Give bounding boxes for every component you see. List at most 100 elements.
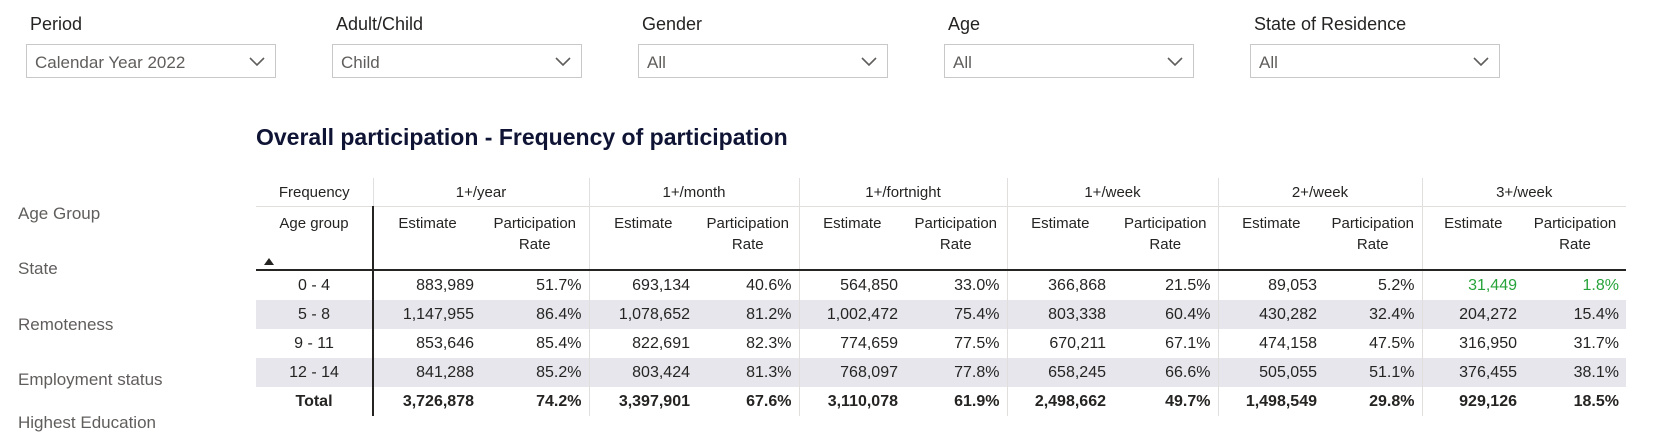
participation-rate-header[interactable]: Participation Rate [1524,206,1626,271]
participation-rate-header[interactable]: Participation Rate [1324,206,1422,271]
table-title: Overall participation - Frequency of par… [256,124,788,150]
estimate-cell: 366,868 [1006,270,1113,300]
sidebar-item-employment-status[interactable]: Employment status [18,370,163,389]
estimate-cell: 474,158 [1217,329,1324,358]
estimate-cell: 505,055 [1217,358,1324,387]
chevron-down-icon [555,57,571,67]
freq-header-2-week: 2+/week [1217,178,1422,207]
freq-header-1-week: 1+/week [1006,178,1218,207]
row-header-age-group: 9 - 11 [256,329,374,358]
filter-label: State of Residence [1254,14,1407,34]
participation-rate-cell: 74.2% [536,392,582,410]
participation-rate-header-line2: Rate [518,236,551,253]
estimate-cell: 1,078,652 [588,300,697,329]
participation-rate-cell: 66.6% [1113,358,1218,387]
participation-rate-header-line1: Participation [1533,215,1617,232]
freq-header-1-month: 1+/month [588,178,799,207]
age-dropdown[interactable]: All [944,44,1194,78]
estimate-cell: 768,097 [798,358,905,387]
estimate-header[interactable]: Estimate [1217,206,1324,271]
dropdown-value: All [647,53,666,72]
participation-rate-cell: 82.3% [746,334,792,352]
filter-adult-child: Adult/Child Child [332,12,582,78]
estimate-cell: 774,659 [798,329,905,358]
participation-rate-cell: 81.2% [697,300,799,329]
freq-header-1-year: 1+/year [372,178,589,207]
estimate-cell: 1,498,549 [1217,387,1324,416]
dropdown-value: All [953,53,972,72]
participation-rate-header[interactable]: Participation Rate [1113,206,1218,271]
filter-label: Gender [642,14,703,34]
chevron-down-icon [1167,57,1183,67]
participation-rate-cell: 15.4% [1524,300,1626,329]
participation-rate-cell: 5.2% [1378,276,1415,294]
table-row: 12 - 14 841,288 85.2% 803,424 81.3% 768,097 77… [256,358,1626,387]
estimate-cell: 693,134 [588,270,697,300]
participation-rate-header-line1: Participation [1123,215,1207,232]
estimate-cell: 929,126 [1421,387,1524,416]
state-of-residence-dropdown[interactable]: All [1250,44,1500,78]
participation-rate-header-line1: Participation [706,215,790,232]
participation-rate-header-line2: Rate [731,236,764,253]
participation-rate-cell: 40.6% [746,276,792,294]
participation-rate-cell: 85.2% [481,358,589,387]
participation-rate-cell: 49.7% [1165,392,1211,410]
age-group-header[interactable]: Age group [256,206,374,271]
period-dropdown[interactable]: Calendar Year 2022 [26,44,276,78]
dropdown-value: Child [341,53,380,72]
estimate-cell: 822,691 [588,329,697,358]
estimate-cell: 3,726,878 [372,387,481,416]
filter-label: Age [948,14,981,34]
participation-rate-cell: 21.5% [1165,276,1211,294]
filter-state-of-residence: State of Residence All [1250,12,1500,78]
sidebar-item-state[interactable]: State [18,259,58,278]
participation-rate-cell: 51.1% [1324,358,1422,387]
participation-rate-header-line2: Rate [1559,236,1591,253]
estimate-header[interactable]: Estimate [1421,206,1524,271]
row-header-age-group: Total [256,387,374,416]
estimate-header[interactable]: Estimate [372,206,481,271]
participation-rate-header[interactable]: Participation Rate [481,206,589,271]
estimate-cell: 658,245 [1006,358,1113,387]
estimate-header[interactable]: Estimate [798,206,905,271]
estimate-header[interactable]: Estimate [588,206,697,271]
participation-rate-cell: 75.4% [905,300,1007,329]
participation-rate-cell: 85.4% [536,334,582,352]
participation-rate-header-line2: Rate [1149,236,1182,253]
filter-period: Period Calendar Year 2022 [26,12,276,78]
sidebar-item-highest-education[interactable]: Highest Education [18,413,156,432]
sidebar-item-remoteness[interactable]: Remoteness [18,315,114,334]
participation-rate-cell: 1.8% [1582,276,1619,294]
participation-rate-cell: 61.9% [954,392,1000,410]
estimate-cell: 316,950 [1421,329,1524,358]
estimate-cell: 204,272 [1421,300,1524,329]
table-row: 5 - 8 1,147,955 86.4% 1,078,652 81.2% 1,002,4… [256,300,1626,329]
total-row: Total 3,726,878 74.2% 3,397,901 67.6% 3,110,0… [256,387,1626,416]
estimate-cell: 376,455 [1421,358,1524,387]
estimate-cell: 3,110,078 [798,387,905,416]
participation-rate-header[interactable]: Participation Rate [697,206,799,271]
participation-rate-cell: 18.5% [1573,392,1619,410]
estimate-cell: 89,053 [1217,270,1324,300]
estimate-cell: 670,211 [1006,329,1113,358]
estimate-cell: 1,147,955 [372,300,481,329]
row-header-age-group: 0 - 4 [256,270,374,300]
estimate-cell: 803,338 [1006,300,1113,329]
participation-rate-cell: 31.7% [1573,334,1619,352]
gender-dropdown[interactable]: All [638,44,888,78]
adult-child-dropdown[interactable]: Child [332,44,582,78]
participation-rate-cell: 60.4% [1113,300,1218,329]
chevron-down-icon [861,57,877,67]
sort-ascending-icon [264,258,274,265]
participation-rate-cell: 77.8% [905,358,1007,387]
dropdown-value: All [1259,53,1278,72]
estimate-cell: 1,002,472 [798,300,905,329]
participation-rate-header[interactable]: Participation Rate [905,206,1007,271]
estimate-cell: 853,646 [372,329,481,358]
participation-rate-cell: 29.8% [1369,392,1415,410]
row-header-age-group: 12 - 14 [256,358,374,387]
estimate-header[interactable]: Estimate [1006,206,1113,271]
participation-rate-cell: 77.5% [954,334,1000,352]
sidebar-item-age-group[interactable]: Age Group [18,204,101,223]
participation-rate-cell: 67.1% [1165,334,1211,352]
